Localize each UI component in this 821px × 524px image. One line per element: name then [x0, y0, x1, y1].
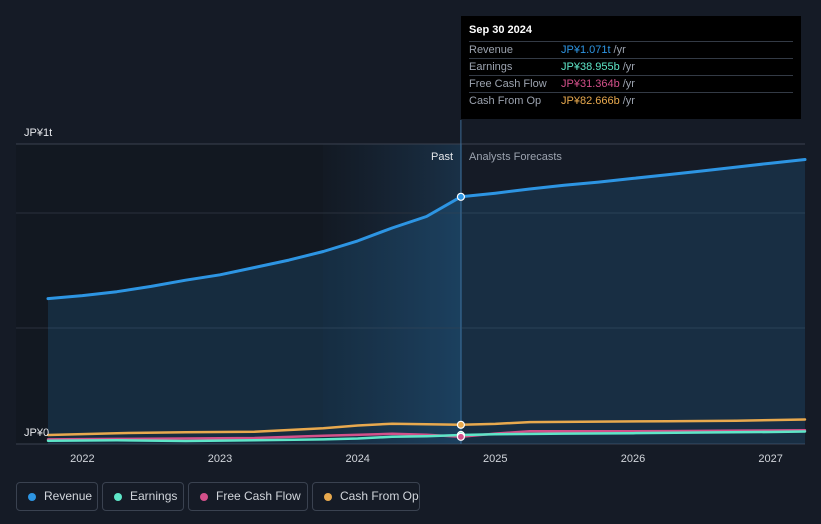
earnings-dot-icon	[114, 493, 122, 501]
revenue-area	[48, 159, 805, 444]
legend-item-free-cash-flow[interactable]: Free Cash Flow	[188, 482, 308, 511]
forecast-label: Analysts Forecasts	[469, 151, 562, 163]
free-cash-flow-dot-icon	[200, 493, 208, 501]
x-tick-label: 2025	[483, 453, 507, 465]
tooltip-label: Earnings	[469, 61, 513, 73]
x-tick-label: 2022	[70, 453, 94, 465]
tooltip: Sep 30 2024 Revenue JP¥1.071t/yr Earning…	[461, 16, 801, 119]
tooltip-value: JP¥31.364b/yr	[561, 76, 635, 93]
earnings-line	[46, 430, 807, 443]
y-label-top: JP¥1t	[24, 127, 52, 139]
tooltip-value: JP¥82.666b/yr	[561, 93, 635, 110]
tooltip-unit: /yr	[622, 95, 635, 107]
legend-item-revenue[interactable]: Revenue	[16, 482, 98, 511]
cash-from-op-marker	[456, 420, 465, 429]
cash-from-op-line	[46, 418, 807, 437]
tooltip-label: Free Cash Flow	[469, 78, 547, 90]
revenue-line	[46, 158, 807, 301]
tooltip-unit: /yr	[622, 61, 635, 73]
x-tick-label: 2024	[345, 453, 369, 465]
legend-label: Free Cash Flow	[216, 489, 301, 503]
past-highlight	[323, 144, 462, 444]
free-cash-flow-marker	[456, 432, 465, 441]
tooltip-row-earnings: Earnings JP¥38.955b/yr	[469, 58, 793, 76]
tooltip-row-cash-from-op: Cash From Op JP¥82.666b/yr	[469, 92, 793, 110]
tooltip-amount: JP¥1.071t	[561, 44, 611, 56]
x-tick-label: 2023	[208, 453, 232, 465]
y-label-bottom: JP¥0	[24, 427, 49, 439]
x-tick-label: 2026	[621, 453, 645, 465]
tooltip-row-revenue: Revenue JP¥1.071t/yr	[469, 41, 793, 59]
x-axis: 2022 2023 2024 2025 2026 2027	[70, 453, 783, 465]
tooltip-amount: JP¥82.666b	[561, 95, 620, 107]
legend-label: Revenue	[44, 489, 93, 503]
tooltip-date: Sep 30 2024	[469, 24, 532, 36]
tooltip-unit: /yr	[622, 78, 635, 90]
tooltip-amount: JP¥31.364b	[561, 78, 620, 90]
past-label: Past	[431, 151, 453, 163]
tooltip-row-free-cash-flow: Free Cash Flow JP¥31.364b/yr	[469, 75, 793, 93]
revenue-dot-icon	[28, 493, 36, 501]
tooltip-unit: /yr	[613, 44, 626, 56]
legend-item-earnings[interactable]: Earnings	[102, 482, 184, 511]
series-layer	[46, 158, 807, 444]
tooltip-amount: JP¥38.955b	[561, 61, 620, 73]
legend-item-cash-from-op[interactable]: Cash From Op	[312, 482, 420, 511]
revenue-marker	[456, 192, 465, 201]
cash-from-op-dot-icon	[324, 493, 332, 501]
x-tick-label: 2027	[758, 453, 782, 465]
legend-label: Cash From Op	[340, 489, 419, 503]
tooltip-label: Cash From Op	[469, 95, 542, 107]
marker-layer	[456, 192, 465, 441]
tooltip-label: Revenue	[469, 44, 514, 56]
tooltip-value: JP¥1.071t/yr	[561, 42, 626, 59]
legend-label: Earnings	[130, 489, 178, 503]
tooltip-value: JP¥38.955b/yr	[561, 59, 635, 76]
